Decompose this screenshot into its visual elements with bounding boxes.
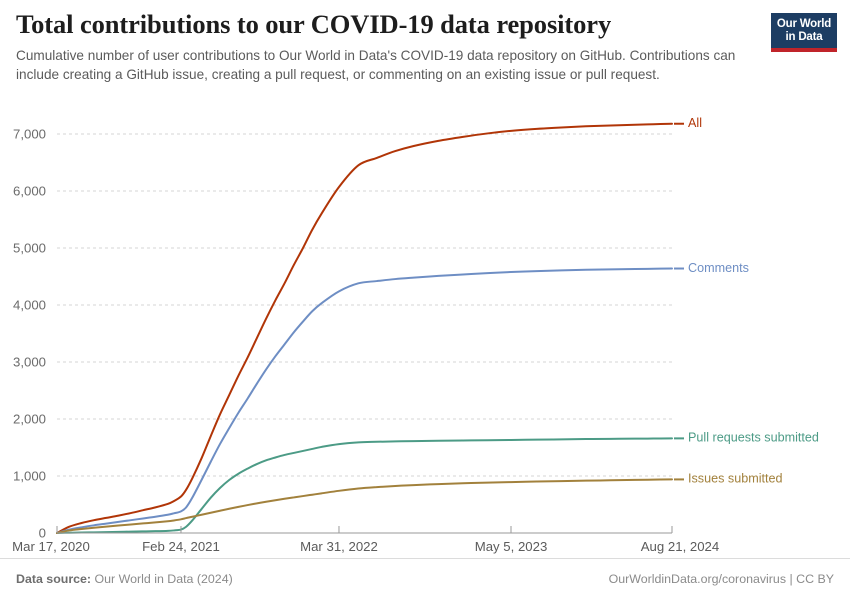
series-line-2[interactable]: [56, 437, 673, 534]
chart-plot-area[interactable]: 0 1,000 2,000 3,000 4,000 5,000 6,000 7,000 All C…: [0, 108, 850, 556]
owid-logo-line-2: in Data: [785, 30, 823, 43]
page-title: Total contributions to our COVID-19 data…: [16, 9, 612, 39]
y-axis-tick-label: 1,000: [13, 469, 46, 484]
x-axis-tick-label: Mar 31, 2022: [300, 539, 378, 554]
series-label-1[interactable]: Comments: [688, 261, 749, 275]
x-axis-tick-label: Mar 17, 2020: [12, 539, 90, 554]
owid-logo[interactable]: Our World in Data: [771, 13, 837, 52]
y-axis-tick-label: 7,000: [13, 127, 46, 142]
x-axis-tick-label: Feb 24, 2021: [142, 539, 220, 554]
y-axis-tick-label: 6,000: [13, 184, 46, 199]
series-label-0[interactable]: All: [688, 116, 702, 130]
y-axis-tick-label: 3,000: [13, 355, 46, 370]
data-source-label: Data source:: [16, 572, 92, 586]
chart-subtitle: Cumulative number of user contributions …: [16, 47, 736, 83]
series-line-3[interactable]: [56, 478, 673, 534]
y-axis-tick-label: 0: [39, 526, 46, 541]
chart-header: Total contributions to our COVID-19 data…: [16, 9, 756, 85]
owid-logo-line-1: Our World: [776, 18, 832, 30]
x-axis-tick-label: May 5, 2023: [475, 539, 548, 554]
data-source-value: Our World in Data (2024): [94, 572, 233, 586]
y-axis-tick-label: 5,000: [13, 241, 46, 256]
chart-footer: Data source: Our World in Data (2024) Ou…: [0, 558, 850, 600]
data-source: Data source: Our World in Data (2024): [16, 572, 233, 586]
series-label-2[interactable]: Pull requests submitted: [688, 431, 819, 445]
line-chart-svg[interactable]: 0 1,000 2,000 3,000 4,000 5,000 6,000 7,000 All C…: [0, 108, 850, 556]
series-line-1[interactable]: [56, 267, 673, 534]
y-axis-tick-label: 4,000: [13, 298, 46, 313]
series-label-3[interactable]: Issues submitted: [688, 472, 783, 486]
series-line-0[interactable]: [56, 122, 673, 534]
y-axis-tick-label: 2,000: [13, 412, 46, 427]
x-axis-tick-label: Aug 21, 2024: [641, 539, 719, 554]
attribution-link[interactable]: OurWorldinData.org/coronavirus | CC BY: [608, 572, 834, 586]
